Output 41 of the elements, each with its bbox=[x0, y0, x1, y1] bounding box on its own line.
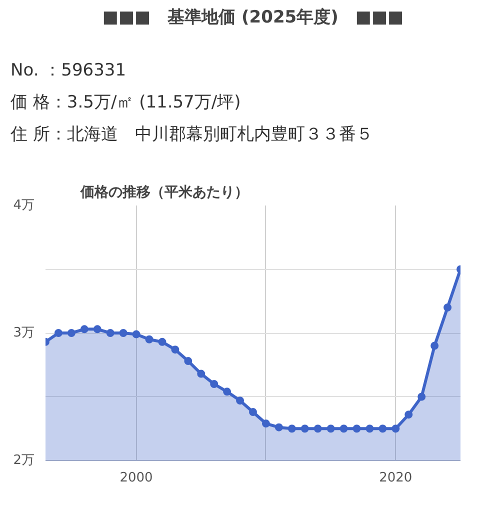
chart-subtitle: 価格の推移（平米あたり） bbox=[80, 184, 248, 200]
point bbox=[262, 420, 270, 428]
point bbox=[274, 423, 283, 432]
point bbox=[340, 424, 348, 433]
point bbox=[326, 424, 335, 433]
y-tick-label: 3万 bbox=[13, 326, 35, 340]
point bbox=[366, 424, 374, 433]
point bbox=[197, 370, 206, 378]
point bbox=[132, 330, 140, 338]
point bbox=[378, 424, 387, 433]
x-tick-label: 2000 bbox=[120, 470, 153, 486]
text: 価 格：3.5万/㎡ (11.57万/坪) bbox=[10, 92, 241, 112]
point bbox=[80, 325, 88, 334]
chart-title: ■■■ 基準地価 (2025年度) ■■■ bbox=[102, 8, 404, 28]
point bbox=[288, 424, 296, 433]
point bbox=[249, 408, 257, 416]
point bbox=[392, 424, 400, 433]
point bbox=[119, 329, 128, 337]
point bbox=[106, 329, 114, 337]
point bbox=[444, 304, 452, 312]
point bbox=[418, 392, 426, 401]
text: 住 所：北海道 中川郡幕別町札内豊町３３番５ bbox=[10, 124, 373, 144]
point bbox=[223, 388, 232, 396]
y-tick-label: 2万 bbox=[13, 453, 35, 468]
point bbox=[352, 424, 361, 433]
point bbox=[158, 338, 166, 346]
point bbox=[145, 335, 154, 344]
x-tick-label: 2020 bbox=[379, 470, 412, 486]
y-tick-label: 4万 bbox=[13, 198, 35, 213]
point bbox=[54, 329, 62, 337]
point bbox=[67, 329, 76, 337]
point bbox=[300, 424, 309, 433]
point bbox=[93, 325, 102, 334]
point bbox=[236, 396, 244, 405]
point bbox=[314, 424, 322, 433]
point bbox=[171, 346, 180, 354]
point bbox=[184, 357, 192, 366]
point bbox=[210, 380, 218, 388]
point bbox=[430, 342, 439, 350]
point bbox=[404, 410, 413, 419]
text: No. ：596331 bbox=[10, 60, 126, 80]
